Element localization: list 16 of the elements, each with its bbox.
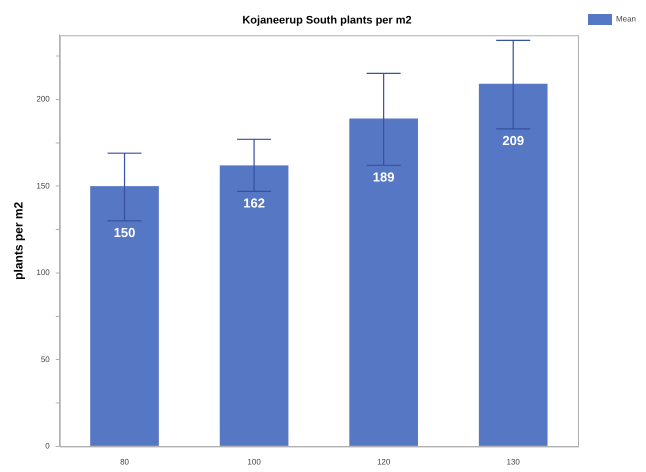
data-label: 162 xyxy=(243,195,265,210)
y-axis-title: plants per m2 xyxy=(12,201,26,280)
chart-title: Kojaneerup South plants per m2 xyxy=(242,14,412,27)
x-tick-label: 80 xyxy=(120,457,130,466)
y-tick-label: 100 xyxy=(36,268,50,278)
data-label: 189 xyxy=(372,169,394,184)
x-tick-label: 130 xyxy=(506,457,520,466)
y-tick-label: 200 xyxy=(36,94,50,104)
data-label: 150 xyxy=(114,224,136,240)
x-tick-label: 100 xyxy=(247,457,262,466)
y-tick-label: 150 xyxy=(36,181,50,190)
data-label: 209 xyxy=(502,132,524,148)
legend-label: Mean xyxy=(616,14,636,24)
y-tick-label: 50 xyxy=(40,354,50,364)
y-tick-label: 0 xyxy=(45,442,50,451)
x-tick-label: 120 xyxy=(376,457,391,466)
